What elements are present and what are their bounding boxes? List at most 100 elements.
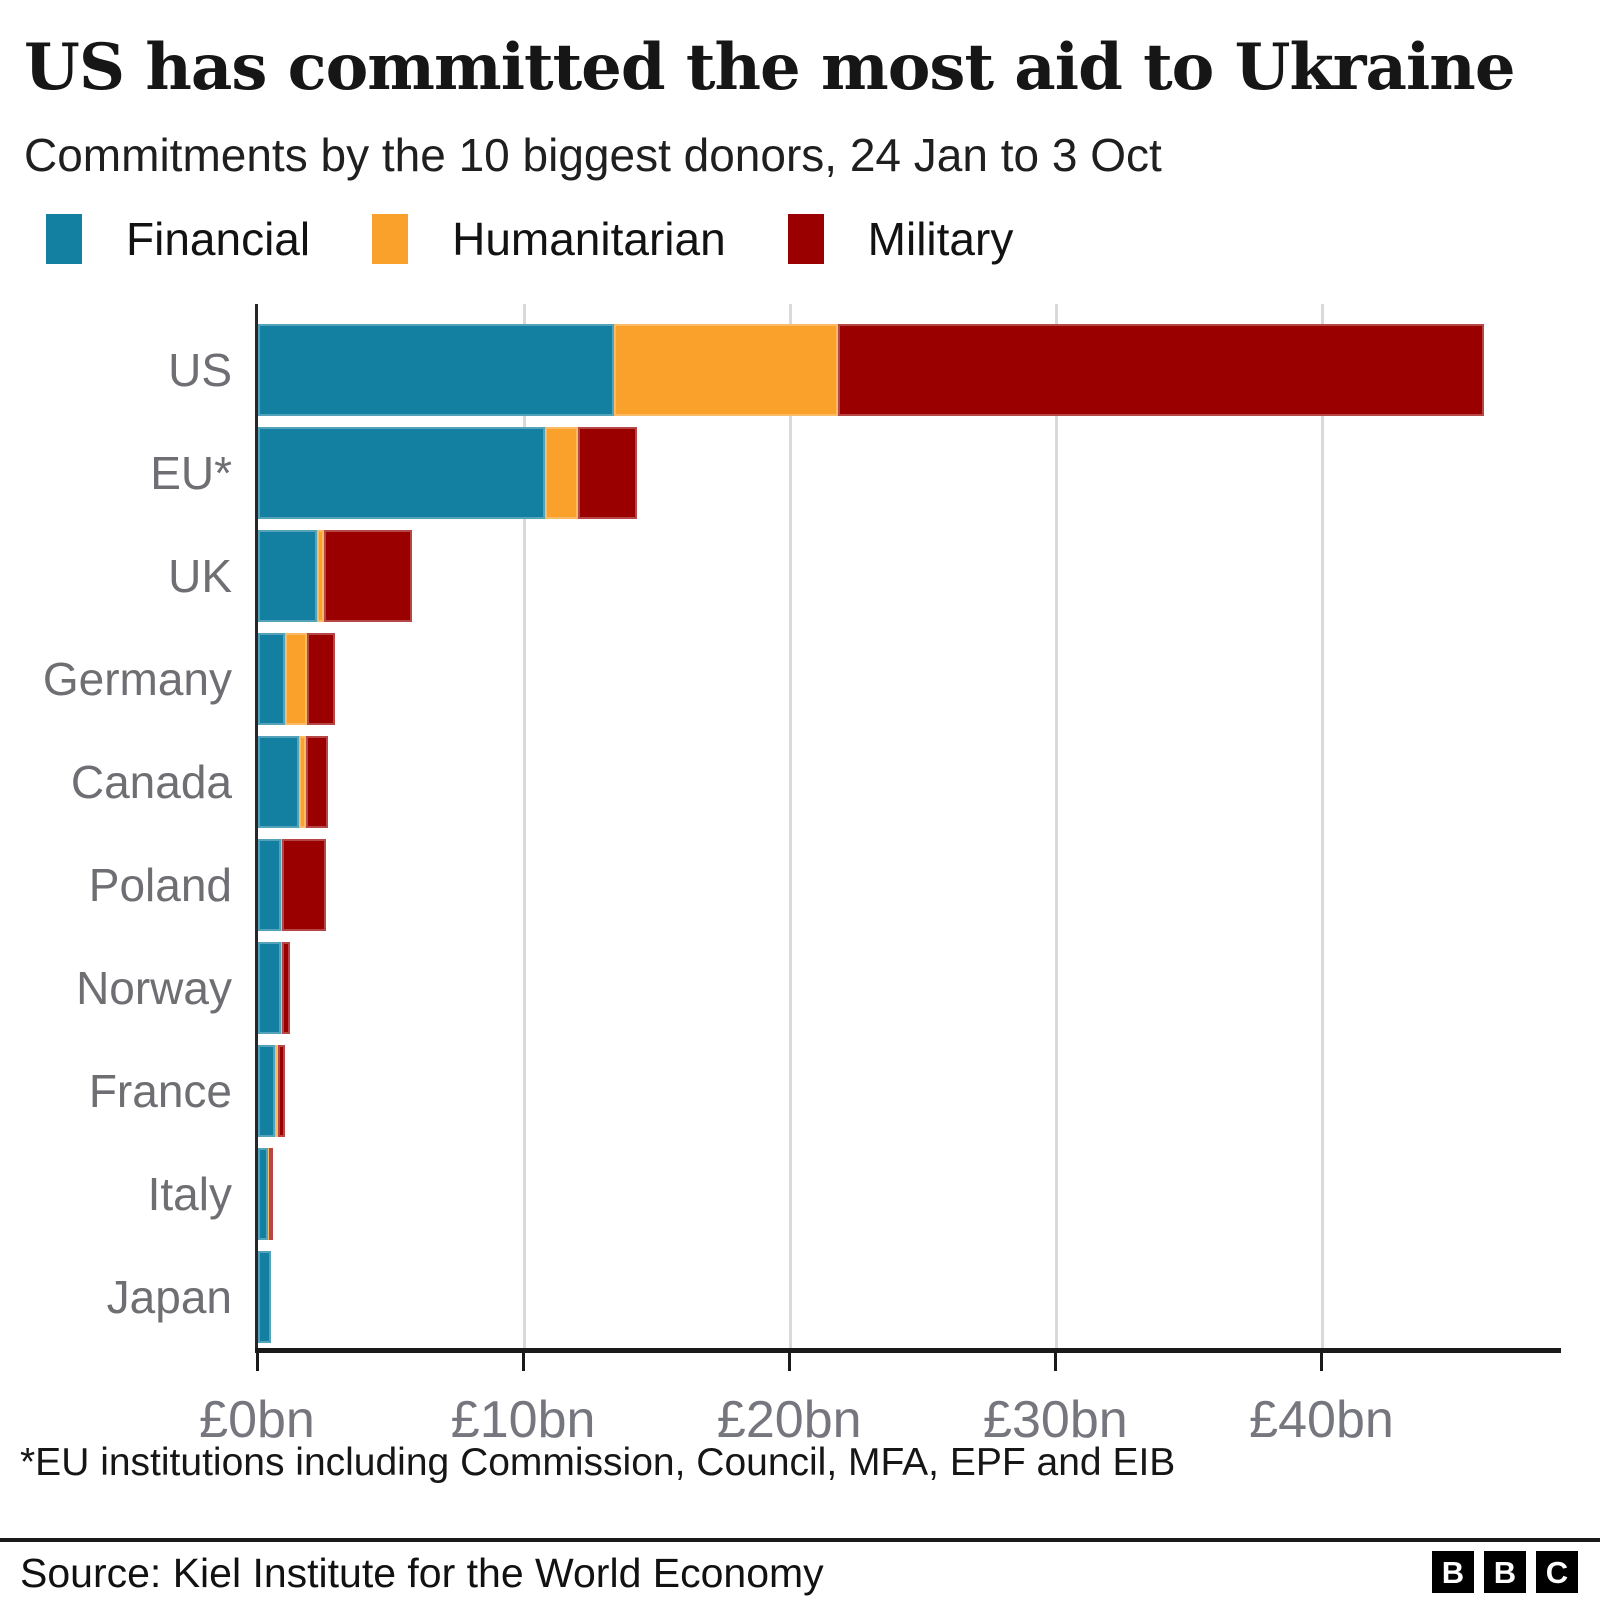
bar-segment-military (277, 1044, 285, 1137)
gridline-10bn (523, 304, 527, 1348)
legend-item-financial: Financial (46, 214, 310, 264)
row-label: US (168, 343, 232, 396)
bar-chart: US EU* UK Germany Canada Poland Norway France It… (0, 318, 1561, 1348)
chart-title: US has committed the most aid to Ukraine (24, 30, 1516, 105)
stacked-bar (258, 735, 1561, 828)
bar-segment-military (269, 1147, 274, 1240)
humanitarian-swatch-icon (372, 214, 409, 264)
bar-segment-humanitarian (316, 529, 325, 622)
stacked-bar (258, 632, 1561, 725)
legend-label: Financial (126, 213, 311, 265)
bar-track (258, 1250, 1561, 1343)
bar-row-poland: Poland (0, 833, 1561, 936)
bbc-logo-block: B (1484, 1551, 1526, 1593)
bar-row-eu: EU* (0, 421, 1561, 524)
x-tick-label: £10bn (450, 1391, 596, 1449)
bar-row-italy: Italy (0, 1142, 1561, 1245)
row-label: EU* (150, 446, 232, 499)
footnote: *EU institutions including Commission, C… (20, 1441, 1176, 1484)
x-tick-0bn (256, 1353, 259, 1371)
bar-segment-humanitarian (284, 632, 308, 725)
source-credit: Source: Kiel Institute for the World Eco… (20, 1550, 824, 1596)
row-label: Japan (106, 1270, 232, 1323)
bar-segment-humanitarian (275, 1044, 278, 1137)
bar-segment-military (305, 735, 329, 828)
row-label: UK (168, 549, 232, 602)
x-tick-label: £40bn (1249, 1391, 1394, 1449)
bar-segment-financial (258, 1250, 272, 1343)
bbc-logo-block: C (1536, 1551, 1578, 1593)
footer-divider (0, 1538, 1600, 1542)
stacked-bar (258, 426, 1561, 519)
x-tick-30bn (1054, 1353, 1058, 1371)
bar-segment-financial (258, 735, 300, 828)
legend-label: Military (867, 213, 1014, 265)
bar-segment-humanitarian (299, 735, 306, 828)
stacked-bar (258, 1147, 1561, 1240)
bar-segment-financial (258, 426, 546, 519)
bar-segment-financial (258, 1044, 276, 1137)
bar-track (258, 632, 1561, 725)
bar-track (258, 1044, 1561, 1137)
financial-swatch-icon (46, 214, 82, 264)
bar-segment-military (578, 426, 637, 519)
stacked-bar (258, 1250, 1561, 1343)
bar-row-canada: Canada (0, 730, 1561, 833)
bar-segment-financial (258, 1147, 269, 1240)
bar-track (258, 1147, 1561, 1240)
bar-segment-humanitarian (280, 838, 283, 931)
x-tick-label: £20bn (716, 1391, 862, 1449)
x-axis-line (255, 1348, 1561, 1353)
stacked-bar (258, 941, 1561, 1034)
row-label: France (88, 1064, 232, 1117)
bar-segment-humanitarian (545, 426, 579, 519)
plot-area (255, 304, 1561, 1348)
bar-segment-humanitarian (280, 941, 283, 1034)
bar-segment-military (282, 838, 327, 931)
row-label: Italy (147, 1167, 232, 1220)
bar-track (258, 426, 1561, 519)
bar-row-japan: Japan (0, 1245, 1561, 1348)
bar-segment-financial (258, 529, 317, 622)
bar-segment-financial (258, 941, 281, 1034)
x-tick-40bn (1320, 1353, 1324, 1371)
x-tick-label: £30bn (983, 1391, 1128, 1449)
row-label: Canada (70, 755, 232, 808)
bar-segment-financial (258, 323, 615, 416)
x-tick-label: £0bn (199, 1391, 315, 1449)
bar-track (258, 838, 1561, 931)
bar-segment-financial (258, 838, 281, 931)
row-label: Germany (42, 652, 232, 705)
legend-item-humanitarian: Humanitarian (372, 214, 726, 264)
stacked-bar (258, 323, 1561, 416)
stacked-bar (258, 838, 1561, 931)
bar-row-uk: UK (0, 524, 1561, 627)
bar-row-us: US (0, 318, 1561, 421)
bar-track (258, 529, 1561, 622)
bar-row-norway: Norway (0, 936, 1561, 1039)
bar-track (258, 941, 1561, 1034)
gridline-30bn (1055, 304, 1059, 1348)
bar-track (258, 735, 1561, 828)
x-tick-20bn (788, 1353, 792, 1371)
gridline-40bn (1321, 304, 1325, 1348)
y-axis-line (255, 304, 258, 1348)
bar-row-germany: Germany (0, 627, 1561, 730)
bar-segment-military (324, 529, 413, 622)
row-label: Norway (76, 961, 232, 1014)
stacked-bar (258, 529, 1561, 622)
stacked-bar (258, 1044, 1561, 1137)
bar-segment-military (282, 941, 291, 1034)
chart-subtitle: Commitments by the 10 biggest donors, 24… (24, 129, 1162, 181)
row-label: Poland (88, 858, 232, 911)
bar-segment-humanitarian (268, 1147, 270, 1240)
x-tick-10bn (522, 1353, 526, 1371)
bar-row-france: France (0, 1039, 1561, 1142)
bar-segment-military (837, 323, 1484, 416)
legend-label: Humanitarian (452, 213, 726, 265)
bar-segment-military (307, 632, 336, 725)
bar-segment-financial (258, 632, 285, 725)
bar-track (258, 323, 1561, 416)
bbc-logo-block: B (1432, 1551, 1474, 1593)
